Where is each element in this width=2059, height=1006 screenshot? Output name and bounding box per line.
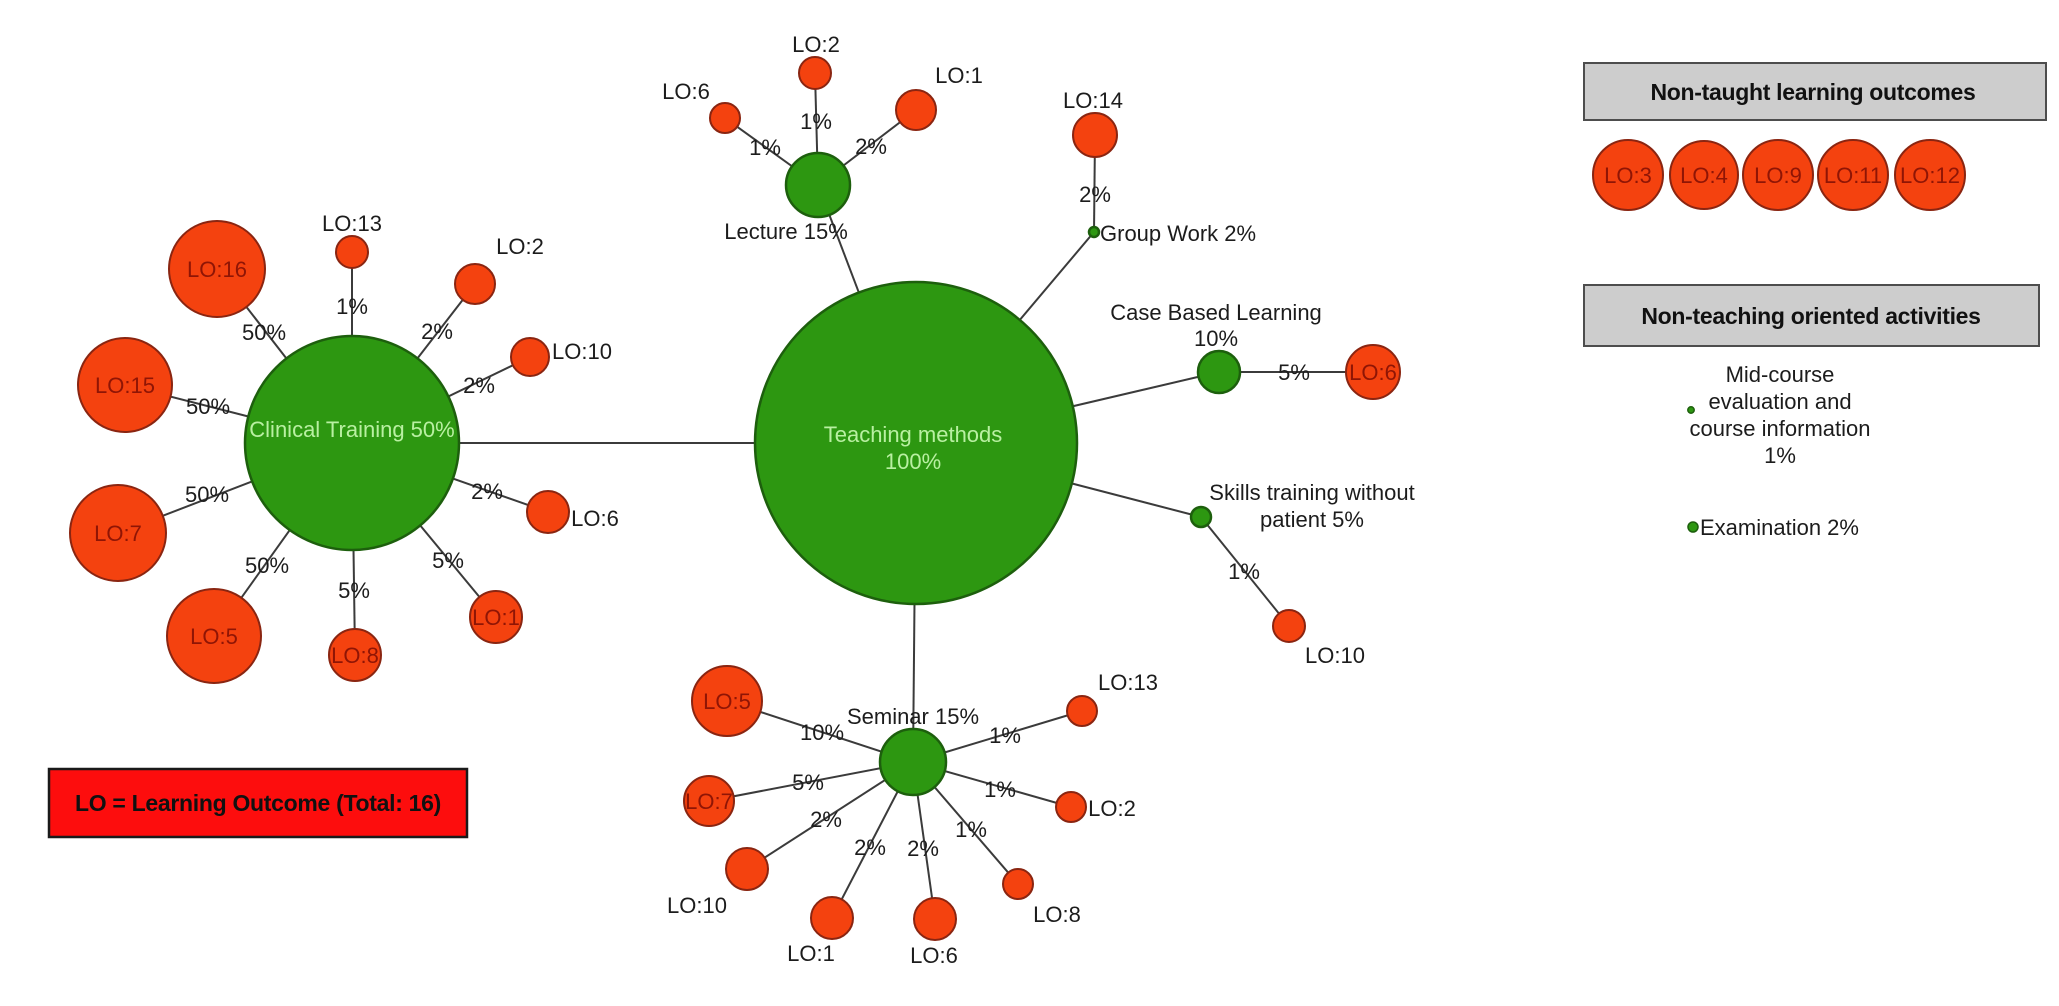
svg-text:Group Work 2%: Group Work 2%	[1100, 221, 1256, 246]
svg-text:LO:1: LO:1	[787, 941, 835, 966]
svg-text:1%: 1%	[336, 294, 368, 319]
svg-text:50%: 50%	[242, 320, 286, 345]
svg-text:100%: 100%	[885, 449, 941, 474]
svg-text:LO:12: LO:12	[1900, 163, 1960, 188]
svg-text:2%: 2%	[471, 479, 503, 504]
svg-text:Mid-course: Mid-course	[1726, 362, 1835, 387]
svg-text:LO:1: LO:1	[935, 63, 983, 88]
svg-text:patient 5%: patient 5%	[1260, 507, 1364, 532]
svg-text:2%: 2%	[855, 134, 887, 159]
svg-text:2%: 2%	[1079, 182, 1111, 207]
svg-text:LO:6: LO:6	[662, 79, 710, 104]
svg-text:evaluation and: evaluation and	[1708, 389, 1851, 414]
svg-text:1%: 1%	[1228, 559, 1260, 584]
svg-text:Non-taught learning outcomes: Non-taught learning outcomes	[1650, 79, 1975, 105]
svg-text:LO:4: LO:4	[1680, 163, 1728, 188]
svg-text:LO:6: LO:6	[1349, 360, 1397, 385]
svg-text:5%: 5%	[432, 548, 464, 573]
svg-text:5%: 5%	[1278, 360, 1310, 385]
svg-text:LO:15: LO:15	[95, 373, 155, 398]
svg-text:50%: 50%	[245, 553, 289, 578]
svg-text:LO:16: LO:16	[187, 257, 247, 282]
svg-text:Examination 2%: Examination 2%	[1700, 515, 1859, 540]
svg-text:5%: 5%	[338, 578, 370, 603]
svg-text:2%: 2%	[810, 807, 842, 832]
svg-text:1%: 1%	[955, 817, 987, 842]
svg-text:2%: 2%	[463, 373, 495, 398]
svg-text:2%: 2%	[907, 836, 939, 861]
svg-text:5%: 5%	[792, 770, 824, 795]
svg-text:50%: 50%	[186, 394, 230, 419]
svg-text:LO:6: LO:6	[910, 943, 958, 968]
svg-text:1%: 1%	[984, 777, 1016, 802]
svg-text:LO:8: LO:8	[331, 643, 379, 668]
svg-text:Clinical Training 50%: Clinical Training 50%	[249, 417, 454, 442]
svg-text:Teaching methods: Teaching methods	[824, 422, 1003, 447]
svg-text:LO:11: LO:11	[1824, 163, 1882, 188]
svg-text:LO:13: LO:13	[1098, 670, 1158, 695]
svg-text:LO:5: LO:5	[190, 624, 238, 649]
svg-text:LO:7: LO:7	[685, 789, 733, 814]
svg-text:LO:14: LO:14	[1063, 88, 1123, 113]
svg-text:LO = Learning Outcome (Total:: LO = Learning Outcome (Total: 16)	[75, 790, 441, 816]
svg-text:course information: course information	[1690, 416, 1871, 441]
svg-text:LO:6: LO:6	[571, 506, 619, 531]
svg-text:LO:5: LO:5	[703, 689, 751, 714]
svg-text:Skills training without: Skills training without	[1209, 480, 1414, 505]
svg-text:50%: 50%	[185, 482, 229, 507]
svg-text:LO:3: LO:3	[1604, 163, 1652, 188]
svg-text:Non-teaching oriented activiti: Non-teaching oriented activities	[1641, 303, 1980, 329]
svg-text:LO:2: LO:2	[792, 32, 840, 57]
svg-text:1%: 1%	[1764, 443, 1796, 468]
svg-text:2%: 2%	[421, 319, 453, 344]
svg-text:LO:7: LO:7	[94, 521, 142, 546]
svg-text:LO:8: LO:8	[1033, 902, 1081, 927]
svg-text:1%: 1%	[989, 723, 1021, 748]
svg-text:LO:1: LO:1	[472, 605, 520, 630]
svg-text:LO:2: LO:2	[1088, 796, 1136, 821]
svg-text:1%: 1%	[800, 109, 832, 134]
svg-text:Seminar 15%: Seminar 15%	[847, 704, 979, 729]
svg-text:LO:10: LO:10	[552, 339, 612, 364]
svg-text:LO:10: LO:10	[667, 893, 727, 918]
svg-text:Lecture 15%: Lecture 15%	[724, 219, 848, 244]
svg-text:LO:9: LO:9	[1754, 163, 1802, 188]
svg-text:LO:2: LO:2	[496, 234, 544, 259]
svg-text:Case Based Learning: Case Based Learning	[1110, 300, 1322, 325]
svg-text:2%: 2%	[854, 835, 886, 860]
svg-text:1%: 1%	[749, 135, 781, 160]
svg-text:LO:13: LO:13	[322, 211, 382, 236]
svg-text:LO:10: LO:10	[1305, 643, 1365, 668]
svg-text:10%: 10%	[1194, 326, 1238, 351]
svg-text:10%: 10%	[800, 720, 844, 745]
